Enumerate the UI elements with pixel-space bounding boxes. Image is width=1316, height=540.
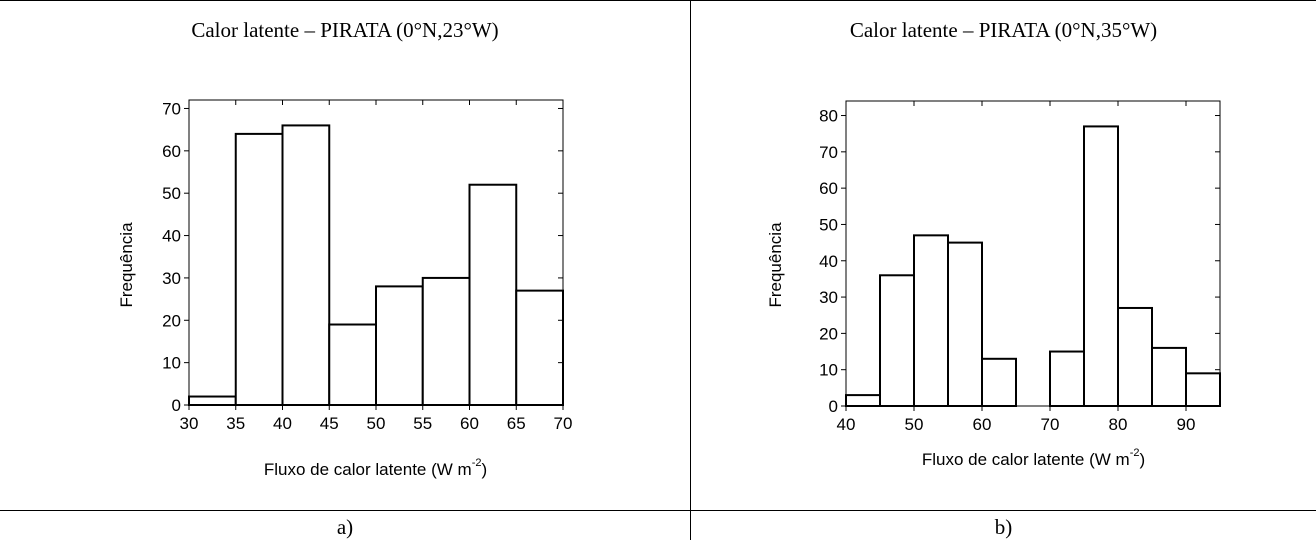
hist-a-xtick-label: 40 [273, 414, 292, 433]
hist-b-xtick-label: 50 [905, 415, 924, 434]
caption-divider [0, 510, 1316, 511]
panel-a-xlabel-text: Fluxo de calor latente (W m [263, 460, 472, 479]
panel-a-xlabel-end: ) [481, 460, 488, 479]
hist-b-ytick-label: 70 [819, 143, 838, 162]
hist-b-bar [1049, 350, 1085, 407]
hist-a-xtick-label: 45 [320, 414, 339, 433]
hist-a-bar [515, 289, 564, 406]
hist-b-bar [913, 234, 949, 407]
hist-a-xtick-label: 65 [507, 414, 526, 433]
hist-b-xtick-label: 70 [1041, 415, 1060, 434]
hist-a-bar [468, 183, 518, 406]
hist-a-ytick-label: 10 [162, 354, 181, 373]
hist-a-xtick-label: 35 [226, 414, 245, 433]
hist-b-xtick-label: 60 [973, 415, 992, 434]
middle-divider [690, 0, 691, 540]
hist-a-xtick-label: 30 [180, 414, 199, 433]
hist-b-ytick-label: 20 [819, 324, 838, 343]
hist-b-bar [947, 241, 983, 407]
hist-b-bar [981, 357, 1017, 407]
histogram-a: 30 35 40 45 50 55 60 65 70 0 10 20 30 40 50 60 70 [162, 99, 573, 433]
panel-b-xlabel: Fluxo de calor latente (W m-2) [846, 447, 1221, 470]
hist-b-ytick-label: 60 [819, 179, 838, 198]
hist-a-xtick-label: 70 [554, 414, 573, 433]
hist-b-bar [1151, 346, 1187, 407]
hist-b-ytick-label: 40 [819, 252, 838, 271]
panel-a-title: Calor latente – PIRATA (0°N,23°W) [191, 18, 499, 42]
panel-b-caption: b) [994, 515, 1013, 539]
top-border [0, 0, 1316, 1]
hist-a-ytick-label: 40 [162, 227, 181, 246]
panel-a-xlabel-sup: -2 [471, 457, 482, 469]
panel-b-title: Calor latente – PIRATA (0°N,35°W) [849, 18, 1158, 42]
hist-b-xtick-label: 80 [1109, 415, 1128, 434]
hist-a-bar [375, 285, 424, 406]
hist-b-ytick-label: 0 [829, 397, 838, 416]
hist-a-bar [328, 323, 377, 406]
hist-a-ytick-label: 0 [172, 396, 181, 415]
hist-b-ytick-label: 30 [819, 288, 838, 307]
hist-a-ytick-label: 60 [162, 142, 181, 161]
hist-b-bar [1185, 372, 1221, 408]
hist-b-bar [879, 274, 915, 407]
panel-a-xlabel: Fluxo de calor latente (W m-2) [188, 457, 563, 480]
hist-b-ytick-label: 10 [819, 361, 838, 380]
hist-b-bar [845, 394, 881, 408]
hist-b-xtick-label: 90 [1177, 415, 1196, 434]
hist-a-bar [421, 276, 471, 406]
hist-a-bar [281, 124, 331, 407]
hist-a-bar [234, 132, 284, 406]
hist-b-ytick-label: 80 [819, 107, 838, 126]
hist-b-bar [1083, 125, 1119, 408]
hist-a-ytick-label: 30 [162, 269, 181, 288]
hist-a-ytick-label: 20 [162, 311, 181, 330]
hist-a-ytick-label: 70 [162, 99, 181, 118]
hist-a-xtick-label: 50 [367, 414, 386, 433]
hist-a-xtick-label: 60 [460, 414, 479, 433]
panel-b-xlabel-text: Fluxo de calor latente (W m [921, 450, 1130, 469]
panel-b-xlabel-sup: -2 [1129, 447, 1140, 459]
hist-b-bar [1117, 306, 1153, 408]
panel-b-xlabel-end: ) [1139, 450, 1146, 469]
hist-a-bar [188, 395, 237, 406]
hist-b-plot-frame [845, 100, 1221, 407]
panel-a-caption: a) [336, 515, 354, 539]
hist-a-ytick-label: 50 [162, 184, 181, 203]
histogram-b: 40 50 60 70 80 90 0 10 20 30 40 50 60 70 80 [819, 100, 1221, 434]
hist-b-ytick-label: 50 [819, 215, 838, 234]
hist-a-xtick-label: 55 [413, 414, 432, 433]
hist-b-xtick-label: 40 [837, 415, 856, 434]
